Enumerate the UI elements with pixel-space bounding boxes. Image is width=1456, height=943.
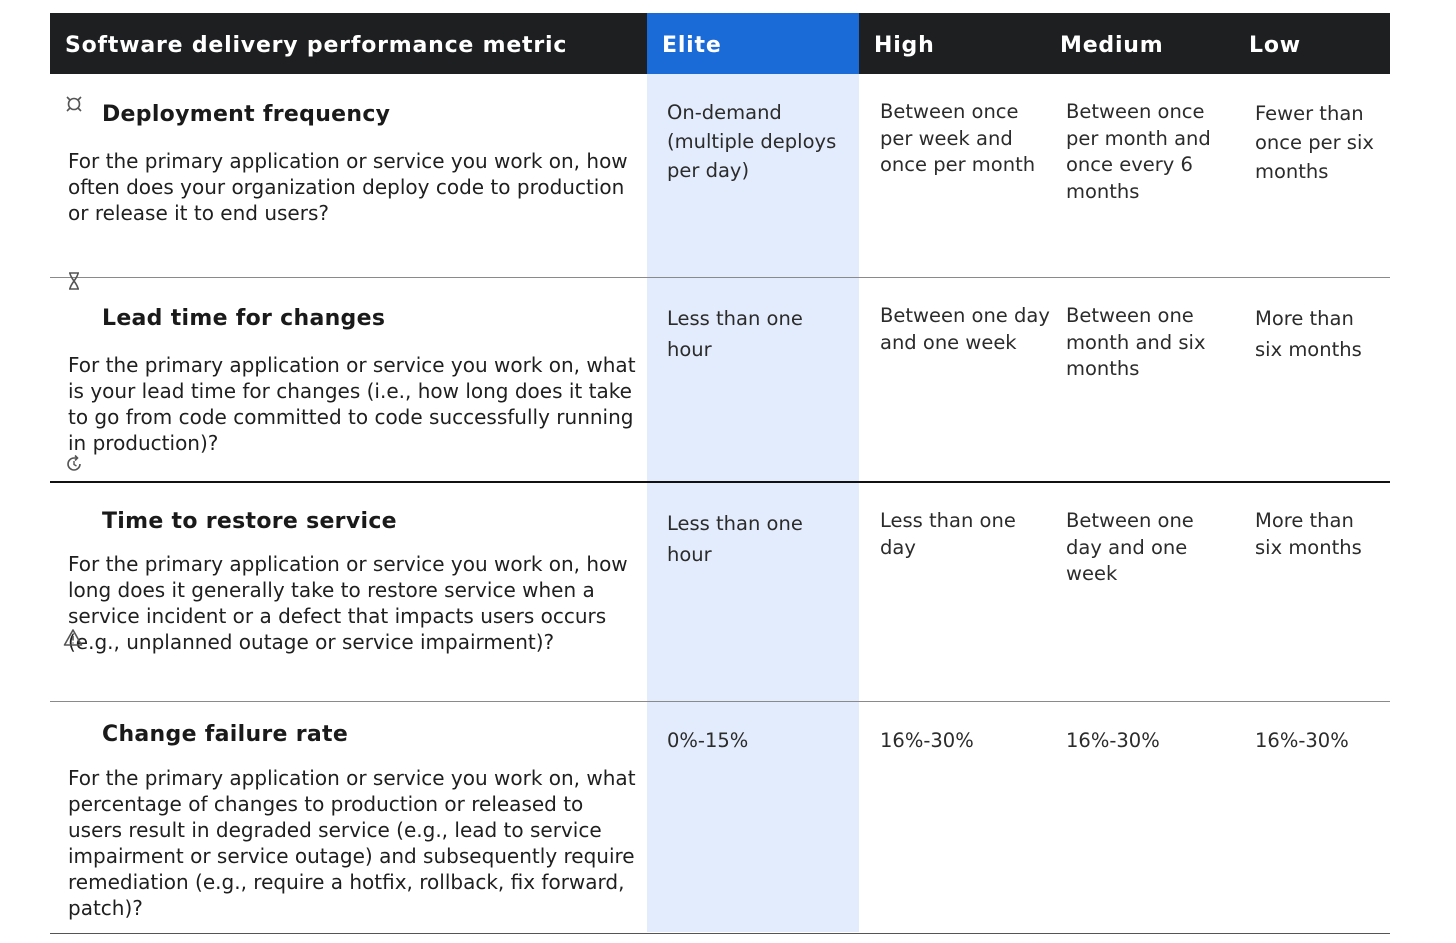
metric-question: For the primary application or service y…: [68, 552, 628, 654]
restore-icon: [64, 454, 84, 474]
metric-question: For the primary application or service y…: [68, 353, 636, 455]
warning-icon: [63, 628, 83, 648]
high-value: Between once per week and once per month: [880, 100, 1036, 176]
metric-title: Lead time for changes: [102, 306, 386, 331]
medium-value: Between once per month and once every 6 …: [1066, 100, 1211, 203]
high-value: Less than one day: [880, 509, 1016, 559]
metric-title: Time to restore service: [102, 509, 397, 534]
medium-value: Between one day and one week: [1066, 509, 1194, 585]
table-row: Change failure rate For the primary appl…: [50, 702, 1390, 932]
elite-value: Less than one hour: [667, 512, 803, 566]
elite-column-highlight: [647, 74, 859, 932]
high-value: 16%-30%: [880, 729, 974, 752]
header-metric: Software delivery performance metric: [65, 33, 568, 58]
hourglass-icon: [64, 271, 84, 291]
metric-title: Change failure rate: [102, 722, 349, 747]
low-value: Fewer than once per six months: [1255, 102, 1374, 183]
low-value: More than six months: [1255, 307, 1362, 361]
elite-value: 0%-15%: [667, 729, 749, 752]
medium-value: 16%-30%: [1066, 729, 1160, 752]
table-bottom-border: [50, 933, 1390, 934]
table-row: Time to restore service For the primary …: [50, 483, 1390, 701]
elite-value: Less than one hour: [667, 307, 803, 361]
table-header: Software delivery performance metric Eli…: [50, 13, 1390, 74]
medium-value: Between one month and six months: [1066, 304, 1206, 380]
row-divider: [50, 701, 1390, 702]
high-value: Between one day and one week: [880, 304, 1050, 354]
metric-title: Deployment frequency: [102, 102, 391, 127]
elite-value: On-demand (multiple deploys per day): [667, 101, 837, 182]
metric-question: For the primary application or service y…: [68, 766, 636, 920]
header-low: Low: [1249, 33, 1301, 58]
table-row: Lead time for changes For the primary ap…: [50, 272, 1390, 481]
low-value: More than six months: [1255, 509, 1362, 559]
metric-question: For the primary application or service y…: [68, 149, 628, 225]
row-divider: [50, 277, 1390, 278]
header-medium: Medium: [1060, 33, 1164, 58]
deployment-icon: [64, 94, 84, 114]
row-divider: [50, 481, 1390, 483]
low-value: 16%-30%: [1255, 729, 1349, 752]
header-elite: Elite: [647, 13, 859, 74]
header-high: High: [874, 33, 935, 58]
table-row: Deployment frequency For the primary app…: [50, 74, 1390, 277]
